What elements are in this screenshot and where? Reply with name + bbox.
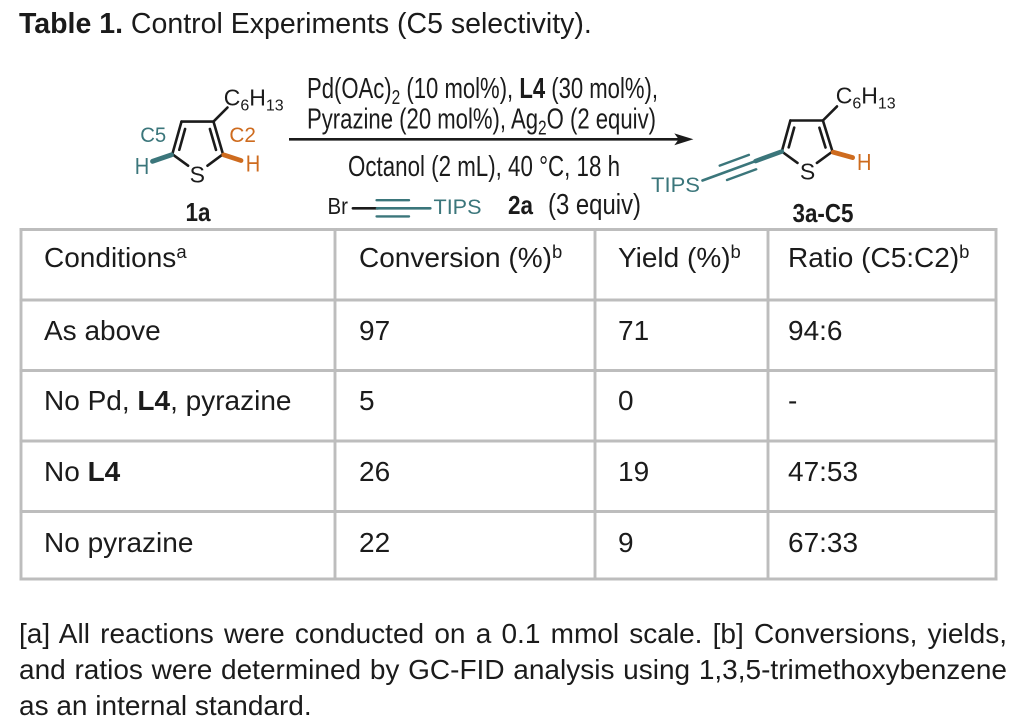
svg-text:1a: 1a: [186, 197, 211, 227]
svg-text:C6H13: C6H13: [224, 84, 284, 114]
svg-text:C5: C5: [140, 123, 166, 147]
svg-text:S: S: [800, 159, 815, 185]
svg-text:Pyrazine (20 mol%), Ag2O (2 eq: Pyrazine (20 mol%), Ag2O (2 equiv): [307, 103, 656, 139]
svg-text:C6H13: C6H13: [836, 82, 896, 112]
svg-text:Pd(OAc)2 (10 mol%), L4 (30 mol: Pd(OAc)2 (10 mol%), L4 (30 mol%),: [307, 73, 658, 109]
svg-text:Octanol (2 mL), 40 °C, 18 h: Octanol (2 mL), 40 °C, 18 h: [348, 151, 620, 183]
svg-text:H: H: [246, 151, 261, 177]
svg-text:TIPS: TIPS: [651, 174, 700, 197]
svg-text:TIPS: TIPS: [434, 196, 482, 219]
svg-text:C2: C2: [229, 123, 256, 147]
svg-text:H: H: [857, 149, 872, 175]
svg-text:3a-C5: 3a-C5: [793, 198, 854, 228]
svg-text:Br: Br: [328, 193, 349, 219]
svg-text:(3 equiv): (3 equiv): [548, 189, 641, 221]
svg-text:H: H: [135, 153, 150, 179]
svg-text:2a: 2a: [508, 190, 533, 220]
svg-text:S: S: [190, 162, 205, 188]
